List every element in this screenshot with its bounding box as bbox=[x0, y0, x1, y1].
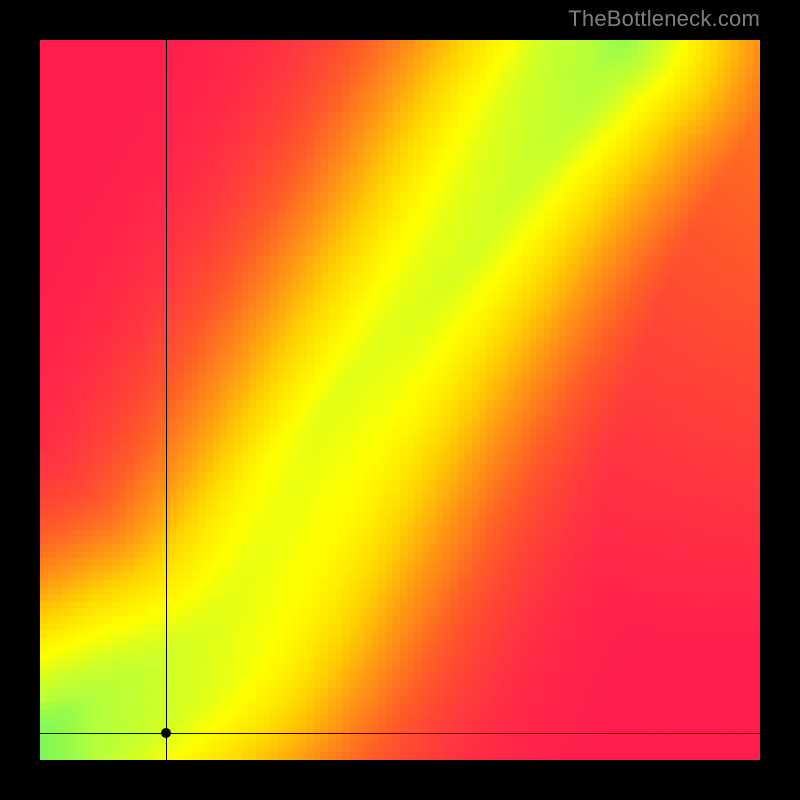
x-axis-line bbox=[40, 733, 760, 734]
y-axis-line bbox=[166, 40, 167, 760]
heatmap-canvas bbox=[40, 40, 760, 760]
watermark-text: TheBottleneck.com bbox=[568, 6, 760, 32]
plot-area bbox=[40, 40, 760, 760]
crosshair-marker bbox=[161, 728, 171, 738]
